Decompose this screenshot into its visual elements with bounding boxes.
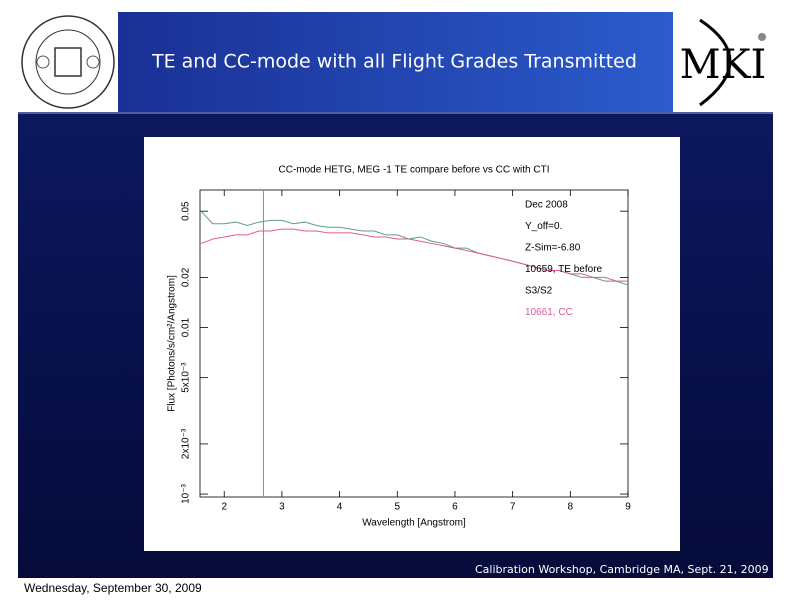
y-tick-label: 10⁻³ [181, 484, 192, 504]
legend-entry: 10659, TE before [525, 264, 603, 275]
y-tick-label: 0.02 [181, 267, 192, 287]
y-axis-label: Flux [Photons/s/cm²/Angstrom] [167, 275, 178, 412]
plot-frame [199, 189, 629, 498]
x-tick-label: 5 [394, 502, 400, 513]
annotation: Dec 2008 [525, 200, 568, 211]
date-text: Wednesday, September 30, 2009 [24, 581, 202, 595]
x-tick-label: 4 [337, 502, 343, 513]
annotation: Y_off=0. [525, 221, 562, 232]
x-axis-label: Wavelength [Angstrom] [362, 518, 466, 529]
annotation: Z-Sim=-6.80 [525, 243, 581, 254]
chart-title: CC-mode HETG, MEG -1 TE compare before v… [279, 165, 550, 176]
chart: CC-mode HETG, MEG -1 TE compare before v… [167, 165, 632, 529]
y-tick-label: 0.01 [181, 317, 192, 337]
header-band [18, 12, 773, 112]
x-tick-label: 2 [221, 502, 227, 513]
left-logo [18, 12, 118, 112]
x-tick-label: 9 [625, 502, 631, 513]
chart-panel [144, 137, 680, 551]
right-logo: MKI [673, 12, 773, 112]
legend-entry: 10661, CC [525, 307, 573, 318]
series-line [200, 228, 628, 282]
x-tick-label: 6 [452, 502, 458, 513]
y-tick-label: 5x10⁻³ [181, 362, 192, 393]
x-tick-label: 3 [279, 502, 285, 513]
y-tick-label: 2x10⁻³ [181, 428, 192, 459]
y-tick-label: 0.05 [181, 201, 192, 221]
logo-text: MKI [680, 42, 767, 88]
x-tick-label: 8 [568, 502, 574, 513]
footer-text: Calibration Workshop, Cambridge MA, Sept… [475, 563, 769, 576]
slide-title: TE and CC-mode with all Flight Grades Tr… [151, 51, 637, 73]
x-tick-label: 7 [510, 502, 516, 513]
annotation: S3/S2 [525, 286, 553, 297]
